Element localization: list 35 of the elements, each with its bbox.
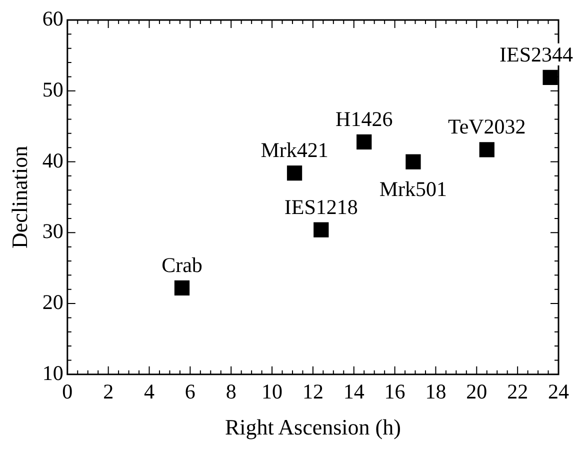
annotation: IES1218 xyxy=(284,194,358,219)
point xyxy=(479,142,494,158)
x-tick-label: 2 xyxy=(103,380,114,404)
x-tick-label: 0 xyxy=(62,380,73,404)
x-tick-label: 4 xyxy=(144,380,155,404)
x-tick-label: 10 xyxy=(262,380,283,404)
point xyxy=(174,280,190,296)
y-tick-label: 40 xyxy=(42,148,64,172)
annotation: Mrk421 xyxy=(260,138,328,162)
x-tick-label: 12 xyxy=(302,380,324,404)
y-tick-label: 20 xyxy=(42,290,64,314)
y-axis-title: Declination xyxy=(6,146,32,249)
x-tick-label: 24 xyxy=(548,380,570,404)
annotation: Mrk501 xyxy=(379,176,448,201)
point xyxy=(314,222,329,238)
point xyxy=(356,134,372,150)
annotation: H1426 xyxy=(336,106,393,131)
x-tick-label: 6 xyxy=(184,380,196,404)
point xyxy=(542,70,558,85)
x-tick-label: 20 xyxy=(466,380,488,404)
annotation: IES2344 xyxy=(500,42,574,66)
point xyxy=(406,154,421,170)
x-tick-label: 8 xyxy=(226,380,236,404)
point xyxy=(286,166,302,181)
y-tick-label: 50 xyxy=(42,77,64,102)
annotation: TeV2032 xyxy=(448,114,526,139)
x-tick-label: 16 xyxy=(384,380,406,404)
x-axis-title: Right Ascension (h) xyxy=(224,414,401,440)
annotation: Crab xyxy=(162,252,202,277)
y-tick-label: 10 xyxy=(42,360,64,385)
x-tick-label: 22 xyxy=(507,380,528,404)
x-tick-label: 18 xyxy=(425,380,446,404)
x-tick-label: 14 xyxy=(343,380,365,404)
y-tick-label: 60 xyxy=(42,6,64,31)
y-tick-label: 30 xyxy=(42,219,64,244)
